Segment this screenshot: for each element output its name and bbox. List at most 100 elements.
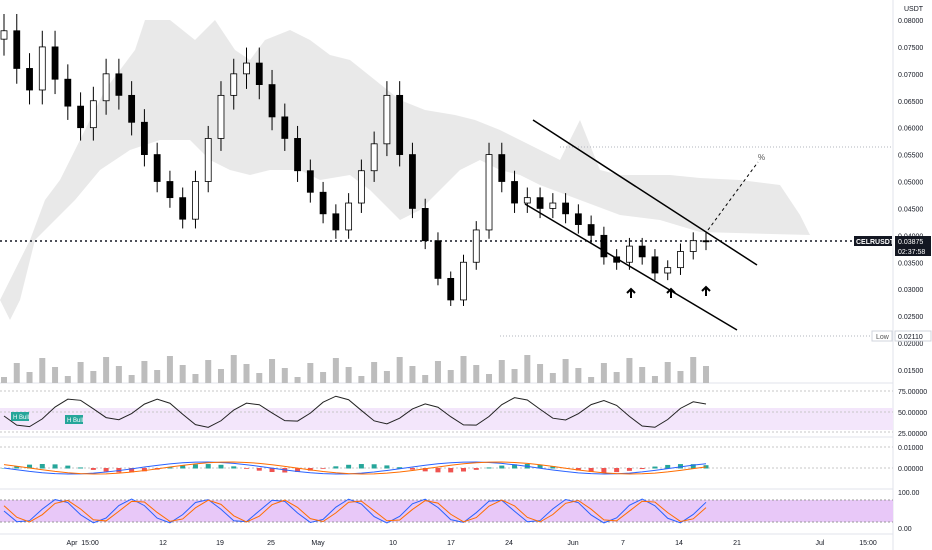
symbol-price-tag: CELRUSDT 0.03875 02:37:58 [854,236,931,256]
candle-body [153,154,161,182]
volume-bar [39,358,46,383]
candle-body [38,46,46,91]
macd-bar [703,465,709,469]
macd-bar [409,468,415,470]
candle-body [638,245,646,258]
macd-bar [550,466,556,469]
volume-bar [320,372,327,383]
volume-bar [486,374,493,383]
volume-bar [103,357,110,383]
candle-body [268,84,276,118]
volume-bar [626,358,633,383]
candle-body [626,245,633,263]
macd-bar [358,464,364,469]
volume-bar [154,370,161,383]
volume-bar [524,355,531,383]
volume-bar [613,372,620,383]
candle-body [255,62,263,85]
volume-bar [77,362,84,383]
macd-bar [435,468,441,473]
macd-bar [639,468,645,470]
price-axis[interactable]: 0.08000 0.07500 0.07000 0.06500 0.06000 0.055… [898,18,923,375]
volume-bar [26,372,33,383]
candle-body [702,240,710,243]
projection-line[interactable] [707,161,759,231]
candle-body [281,116,289,139]
candle-body [51,46,59,80]
volume-bar [358,376,365,383]
price-tick: 0.07000 [898,72,923,79]
candle-body [306,170,314,193]
volume-bar [434,361,441,383]
volume-bar [332,358,339,383]
candle-body [472,229,480,263]
macd-bar [180,465,186,469]
candle-body [345,202,353,231]
macd-bar [677,464,683,469]
macd-bar [141,468,147,472]
channel-lower-line[interactable] [524,203,738,331]
macd-bar [422,468,428,472]
rsi-line [3,395,707,428]
volume-bar [600,363,607,383]
macd-bar [39,464,45,469]
time-tick: 25 [267,540,275,547]
volume-bar [371,362,378,383]
svg-text:02:37:58: 02:37:58 [898,249,925,256]
candles [0,13,710,306]
divergence-badge: H Bull [65,415,83,424]
macd-bar [52,464,58,469]
macd-bar [448,468,454,473]
price-tick: 0.03000 [898,287,923,294]
volume-bar [664,362,671,383]
candle-body [26,68,33,91]
candle-body [370,143,378,172]
volume-bar [166,356,173,383]
up-arrow-icon [701,285,711,296]
candle-body [600,234,608,258]
macd-bar [205,464,211,469]
volume-bar [294,377,301,383]
volume-bar [460,356,467,383]
price-tick: 0.05000 [898,180,923,187]
macd-bar [129,468,135,473]
volume-bar [141,361,148,383]
low-price-tag: Low 0.02110 [871,330,932,342]
candle-body [409,154,416,209]
time-tick: Jun [567,540,578,547]
macd-bar [665,464,671,469]
price-tick: 0.08000 [898,18,923,25]
time-tick: 17 [447,540,455,547]
volume-bar [473,365,480,383]
price-tick: 0.07500 [898,45,923,52]
time-tick: Jul [816,540,825,547]
candle-body [217,94,225,139]
volume-bar [447,370,454,383]
candle-body [396,94,404,155]
volume-bar [128,375,135,383]
time-tick: 12 [159,540,167,547]
time-axis[interactable]: Apr 15:00 12 19 25 May 10 17 24 Jun 7 14 21 Jul 15:00 [67,540,877,547]
stoch-tick: 0.00 [898,526,912,533]
candle-body [332,213,340,231]
macd-bar [103,468,109,472]
macd-bar [601,468,607,473]
svg-text:0.02110: 0.02110 [898,334,923,341]
candle-body [64,78,72,107]
volume-bar [115,366,122,383]
price-tick: 0.06000 [898,126,923,133]
volume-bar [243,364,250,383]
candle-body [434,240,442,279]
macd-bar [652,466,658,469]
volume-bar [537,364,544,383]
macd-bar [218,464,224,469]
macd-bar [512,464,518,469]
macd-bar [333,466,339,469]
macd-bar [397,467,403,469]
candle-body [102,73,110,102]
volume-bar [13,363,20,383]
candle-body [587,224,595,236]
channel-upper-line[interactable] [532,119,758,266]
time-tick: 24 [505,540,513,547]
